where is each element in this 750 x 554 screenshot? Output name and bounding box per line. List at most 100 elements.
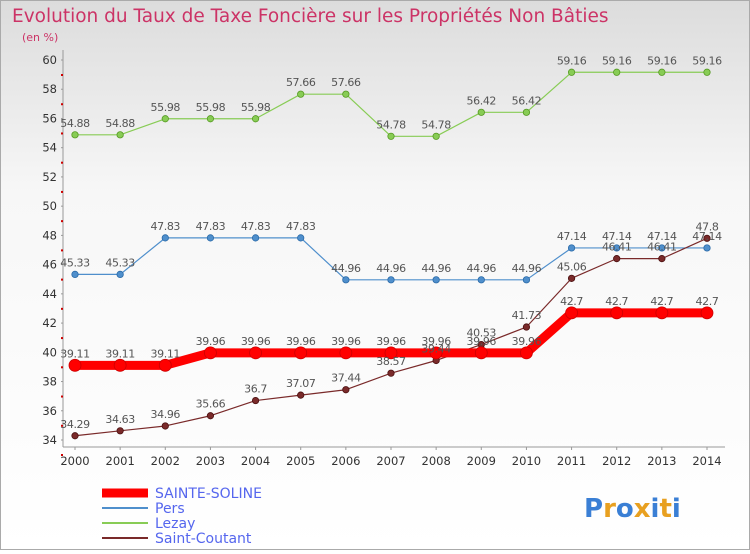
data-label: 47.14: [602, 230, 632, 243]
data-label: 39.11: [105, 347, 135, 360]
data-label: 47.14: [692, 230, 722, 243]
data-point: [384, 346, 398, 360]
data-label: 34.29: [60, 418, 90, 431]
x-tick-label: 2010: [512, 454, 541, 468]
x-tick-label: 2005: [286, 454, 315, 468]
data-point: [565, 306, 578, 320]
x-tick-label: 2008: [422, 454, 451, 468]
x-tick-label: 2001: [106, 454, 135, 468]
data-label: 39.11: [60, 347, 90, 360]
y-tick-label: 40: [42, 345, 57, 359]
data-label: 47.83: [196, 220, 226, 233]
data-point: [71, 432, 79, 440]
x-tick-label: 2014: [692, 454, 721, 468]
data-point: [703, 234, 711, 242]
x-tick-label: 2007: [376, 454, 405, 468]
chart-title: Evolution du Taux de Taxe Foncière sur l…: [12, 6, 609, 27]
data-label: 35.66: [196, 398, 226, 411]
data-point: [294, 346, 308, 360]
data-point: [658, 244, 666, 252]
data-label: 41.73: [512, 309, 542, 322]
data-point: [297, 90, 305, 98]
data-point: [342, 386, 350, 394]
data-point: [658, 255, 666, 263]
data-label: 39.11: [151, 347, 181, 360]
data-point: [249, 346, 262, 360]
data-point: [116, 427, 124, 435]
x-tick-label: 2013: [647, 454, 676, 468]
x-tick-label: 2009: [467, 454, 496, 468]
data-label: 34.96: [151, 408, 181, 421]
y-minor-tick: [61, 424, 63, 427]
y-minor-tick: [61, 249, 63, 252]
data-point: [387, 276, 395, 284]
data-label: 45.33: [60, 256, 90, 269]
data-label: 34.63: [105, 413, 135, 426]
legend-label: SAINTE-SOLINE: [155, 486, 262, 502]
y-tick-label: 34: [42, 433, 57, 447]
x-tick-label: 2004: [241, 454, 270, 468]
data-label: 37.07: [286, 377, 316, 390]
data-point: [567, 68, 576, 76]
data-label: 59.16: [602, 54, 632, 67]
proxiti-logo: Proxiti: [584, 494, 681, 524]
data-point: [342, 90, 350, 98]
y-minor-tick: [61, 395, 63, 398]
data-point: [206, 412, 215, 420]
y-minor-tick: [61, 74, 63, 76]
data-point: [161, 234, 169, 242]
data-point: [477, 108, 485, 116]
data-label: 39.96: [241, 335, 271, 348]
x-tick-label: 2000: [60, 454, 89, 468]
y-tick-label: 38: [42, 375, 57, 389]
data-point: [567, 244, 576, 252]
data-point: [342, 276, 350, 284]
axes: 34 36 38 40 42 44 46 48 50 52 54 56 58 60 2000 2001 2002…: [42, 50, 725, 468]
data-point: [703, 68, 711, 76]
data-point: [522, 108, 531, 116]
y-minor-tick: [61, 278, 63, 281]
series-pers: [71, 234, 711, 284]
data-point: [658, 68, 666, 76]
data-label: 55.98: [241, 101, 271, 114]
data-labels-lezay: 54.88 54.88 55.98 55.98 55.98 57.66 57.66 54.78…: [60, 54, 722, 131]
data-label: 36.7: [244, 383, 267, 396]
y-minor-tick: [61, 366, 63, 369]
data-point: [387, 132, 395, 140]
data-point: [610, 306, 624, 320]
data-point: [520, 346, 533, 360]
data-label: 57.66: [331, 76, 361, 89]
data-label: 44.96: [512, 262, 542, 275]
data-label: 47.14: [557, 230, 587, 243]
data-label: 55.98: [151, 101, 181, 114]
data-label: 59.16: [692, 54, 722, 67]
y-tick-label: 60: [42, 53, 57, 67]
data-point: [206, 115, 215, 123]
legend-label: Pers: [155, 501, 185, 517]
y-minor-tick: [61, 220, 63, 223]
x-tick-label: 2011: [557, 454, 586, 468]
y-minor-tick: [61, 161, 63, 164]
data-point: [655, 306, 669, 320]
data-point: [161, 115, 169, 123]
legend-label: Lezay: [155, 516, 195, 532]
data-label: 39.96: [467, 335, 497, 348]
data-label: 46.41: [602, 241, 632, 254]
data-label: 42.7: [605, 295, 628, 308]
data-label: 54.88: [60, 117, 90, 130]
data-label: 47.83: [151, 220, 181, 233]
data-label: 55.98: [196, 101, 226, 114]
data-label: 39.96: [331, 335, 361, 348]
data-label: 57.66: [286, 76, 316, 89]
chart-subtitle: (en %): [22, 31, 58, 44]
data-point: [432, 132, 440, 140]
data-label: 39.96: [286, 335, 316, 348]
data-point: [613, 68, 621, 76]
data-point: [700, 306, 714, 320]
data-label: 54.88: [105, 117, 135, 130]
data-point: [113, 358, 127, 372]
y-tick-label: 42: [42, 316, 57, 330]
